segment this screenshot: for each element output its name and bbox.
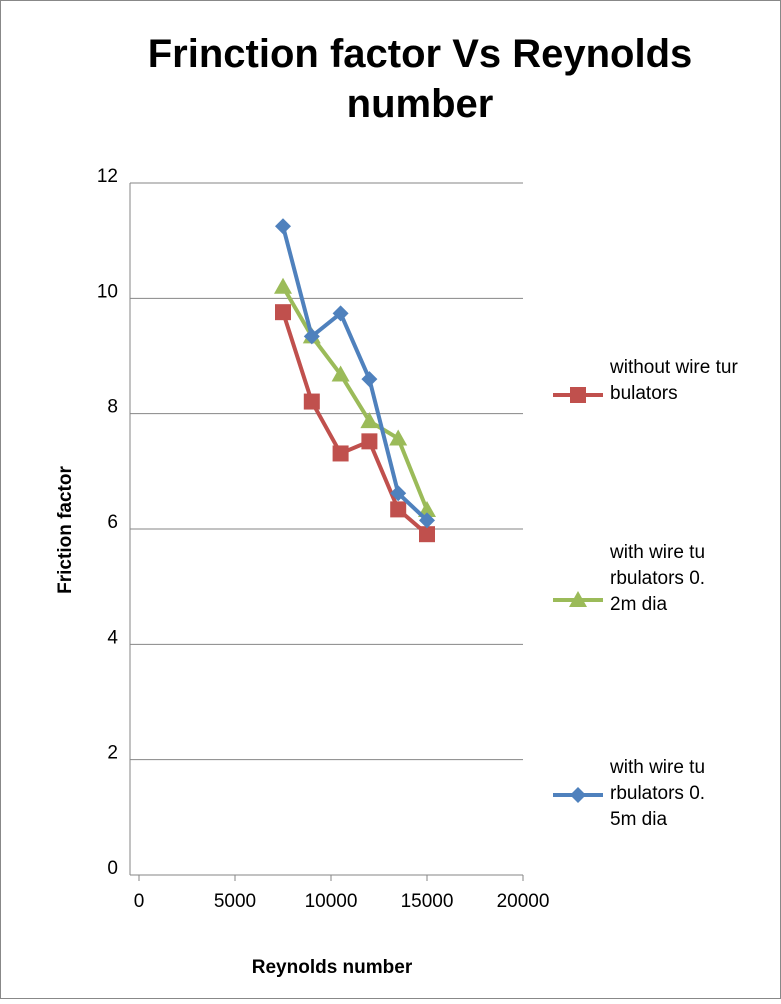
marker — [275, 218, 291, 235]
legend-label: with wire turbulators 0.2m dia — [610, 542, 706, 615]
legend-label: with wire turbulators 0.5m dia — [610, 757, 706, 830]
marker — [390, 485, 407, 502]
y-tick-label: 4 — [107, 627, 118, 648]
x-tick-label: 10000 — [305, 891, 358, 912]
marker — [331, 365, 350, 382]
y-tick-label: 12 — [97, 166, 118, 187]
marker — [418, 500, 436, 517]
marker — [389, 429, 408, 446]
legend-marker — [569, 591, 587, 607]
y-axis-label: Friction factor — [55, 466, 76, 594]
chart-title: Frinction factor Vs Reynolds number — [148, 32, 693, 126]
marker — [275, 304, 291, 321]
marker — [361, 433, 378, 450]
y-tick-label: 0 — [107, 858, 118, 879]
series-line — [281, 285, 429, 511]
marker — [274, 277, 292, 294]
x-tick-label: 5000 — [214, 891, 256, 912]
legend-marker — [570, 787, 586, 803]
marker — [303, 328, 320, 345]
y-tick-label: 8 — [107, 397, 118, 418]
marker — [332, 305, 349, 322]
legend-marker — [570, 387, 586, 403]
y-tick-label: 6 — [107, 512, 118, 533]
marker — [361, 371, 378, 388]
x-tick-label: 0 — [134, 891, 145, 912]
marker — [303, 393, 320, 410]
marker — [419, 526, 435, 543]
x-tick-label: 15000 — [401, 891, 454, 912]
x-tick-label: 20000 — [497, 891, 550, 912]
series-line — [281, 225, 429, 522]
legend-label: without wire turbulators — [610, 357, 738, 404]
marker — [419, 512, 435, 529]
marker — [390, 501, 407, 518]
x-axis-label: Reynolds number — [252, 957, 413, 978]
marker — [332, 445, 349, 462]
marker — [360, 412, 379, 429]
y-tick-label: 10 — [97, 281, 118, 302]
y-tick-label: 2 — [107, 743, 118, 764]
